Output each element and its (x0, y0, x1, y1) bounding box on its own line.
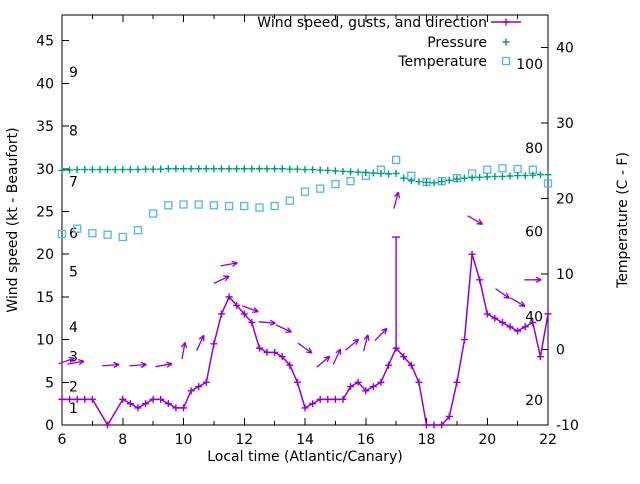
svg-text:2: 2 (69, 380, 78, 396)
svg-text:18: 18 (418, 432, 436, 448)
svg-text:1: 1 (69, 401, 78, 417)
legend-label-pressure: Pressure (427, 35, 487, 51)
y-axis-label-left: Wind speed (kt - Beaufort) (5, 127, 21, 312)
svg-text:10: 10 (36, 333, 54, 349)
svg-text:20: 20 (36, 247, 54, 263)
legend-label-wind: Wind speed, gusts, and direction (257, 15, 487, 31)
svg-text:40: 40 (525, 309, 543, 325)
svg-text:10: 10 (556, 267, 574, 283)
svg-text:16: 16 (357, 432, 375, 448)
y-axis-label-right: Temperature (C - F) (615, 152, 631, 289)
svg-text:80: 80 (525, 141, 543, 157)
svg-text:9: 9 (69, 65, 78, 81)
legend-markers (491, 18, 521, 66)
fahrenheit-labels: 20 40 60 80 100 (516, 57, 543, 409)
svg-text:5: 5 (45, 375, 54, 391)
svg-text:8: 8 (69, 123, 78, 139)
svg-text:12: 12 (235, 432, 253, 448)
svg-text:30: 30 (36, 162, 54, 178)
svg-text:14: 14 (296, 432, 314, 448)
svg-text:25: 25 (36, 204, 54, 220)
svg-text:6: 6 (58, 432, 67, 448)
plot-layer: 6 8 10 12 14 16 18 20 22051015202530354045-10010… (36, 14, 579, 448)
svg-text:7: 7 (69, 175, 78, 191)
svg-text:20: 20 (556, 191, 574, 207)
svg-text:22: 22 (539, 432, 557, 448)
svg-text:40: 40 (36, 76, 54, 92)
svg-text:10: 10 (175, 432, 193, 448)
svg-text:35: 35 (36, 119, 54, 135)
x-axis-label: Local time (Atlantic/Canary) (207, 449, 403, 465)
pressure-series (58, 165, 552, 187)
legend-label-temperature: Temperature (397, 54, 487, 70)
svg-text:5: 5 (69, 264, 78, 280)
svg-text:0: 0 (45, 418, 54, 434)
gust-whisker (392, 236, 401, 349)
svg-text:40: 40 (556, 40, 574, 56)
svg-text:6: 6 (69, 226, 78, 242)
svg-text:60: 60 (525, 225, 543, 241)
svg-text:-10: -10 (556, 418, 579, 434)
svg-text:45: 45 (36, 34, 54, 50)
wind-series (58, 236, 552, 429)
svg-text:4: 4 (69, 320, 78, 336)
wind-direction-arrows (58, 191, 542, 369)
svg-text:100: 100 (516, 57, 543, 73)
svg-text:15: 15 (36, 290, 54, 306)
svg-text:30: 30 (556, 116, 574, 132)
svg-text:20: 20 (478, 432, 496, 448)
svg-text:0: 0 (556, 342, 565, 358)
svg-text:20: 20 (525, 393, 543, 409)
axis-tick-labels: 6 8 10 12 14 16 18 20 22051015202530354045-10010… (36, 34, 579, 448)
svg-text:8: 8 (118, 432, 127, 448)
